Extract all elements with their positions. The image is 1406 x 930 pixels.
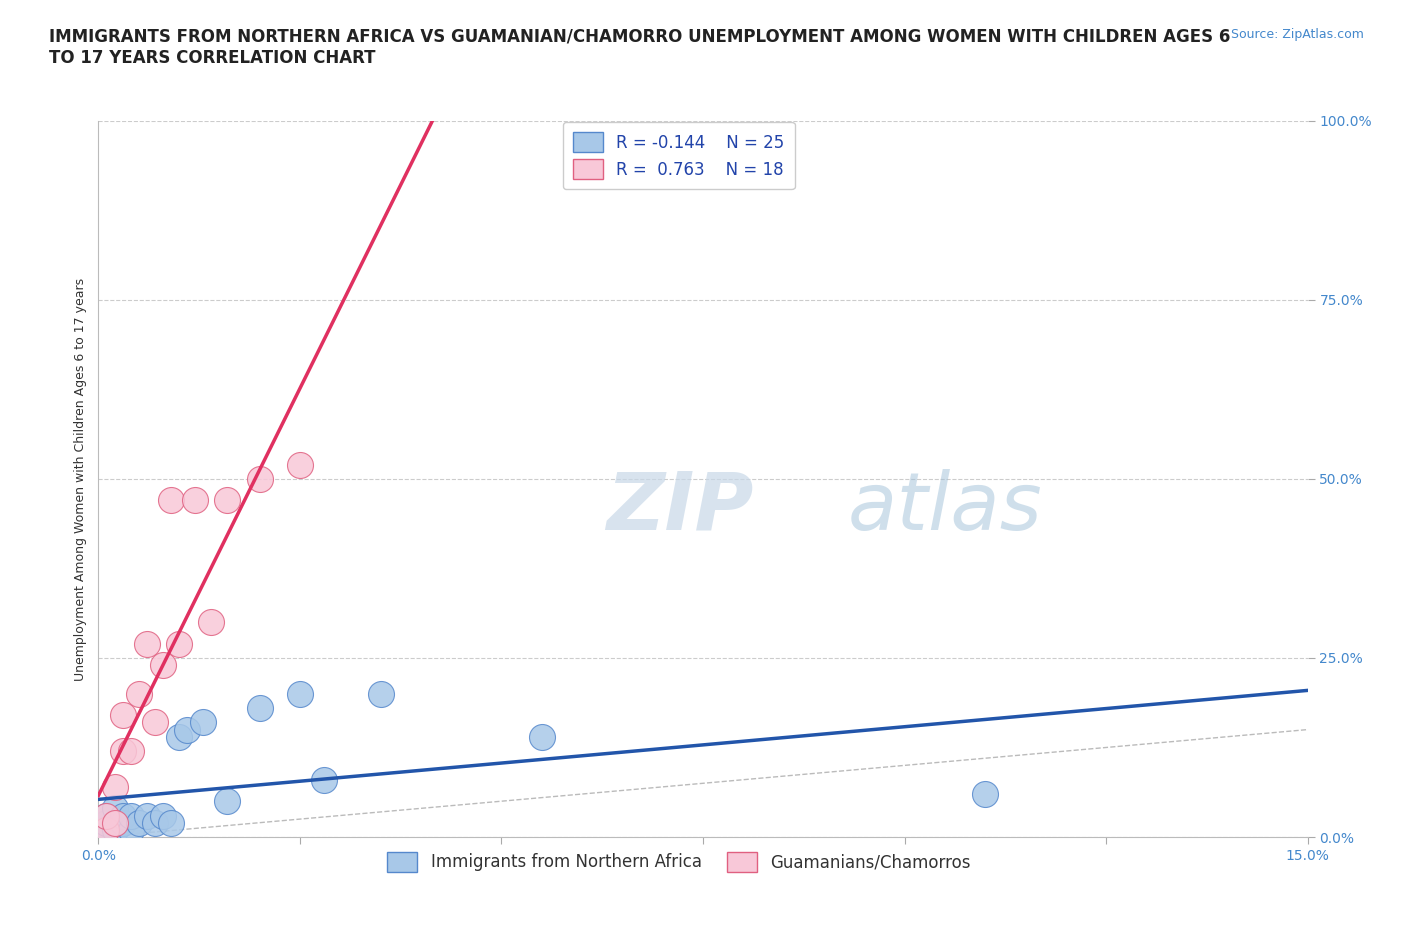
Point [96,816,118,830]
Point [135,808,157,823]
Point [314,772,336,787]
Point [120,744,142,759]
Point [288,458,311,472]
Point [111,744,134,759]
Text: Source: ZipAtlas.com: Source: ZipAtlas.com [1230,28,1364,41]
Point [143,816,166,830]
Point [184,493,207,508]
Point [152,808,174,823]
Point [96,808,118,823]
Point [103,801,125,816]
Point [160,816,183,830]
Point [249,472,271,486]
Point [217,493,239,508]
Point [111,816,134,830]
Point [103,816,125,830]
Text: IMMIGRANTS FROM NORTHERN AFRICA VS GUAMANIAN/CHAMORRO UNEMPLOYMENT AMONG WOMEN W: IMMIGRANTS FROM NORTHERN AFRICA VS GUAMA… [49,28,1230,67]
Point [530,729,553,744]
Point [217,794,239,809]
Point [249,700,271,715]
Point [370,686,392,701]
Point [103,779,125,794]
Point [128,686,150,701]
Point [128,816,150,830]
Point [96,822,118,837]
Point [974,787,997,802]
Point [111,808,134,823]
Point [103,822,125,837]
Point [135,636,157,651]
Point [96,822,118,837]
Text: ZIP: ZIP [606,469,754,547]
Legend: Immigrants from Northern Africa, Guamanians/Chamorros: Immigrants from Northern Africa, Guamani… [381,845,977,879]
Point [288,686,311,701]
Point [167,636,190,651]
Point [193,715,215,730]
Point [103,816,125,830]
Point [120,822,142,837]
Point [143,715,166,730]
Point [96,808,118,823]
Point [176,722,198,737]
Point [167,729,190,744]
Point [152,658,174,672]
Text: atlas: atlas [848,469,1043,547]
Point [111,708,134,723]
Y-axis label: Unemployment Among Women with Children Ages 6 to 17 years: Unemployment Among Women with Children A… [75,277,87,681]
Point [200,615,222,630]
Point [160,493,183,508]
Point [120,808,142,823]
